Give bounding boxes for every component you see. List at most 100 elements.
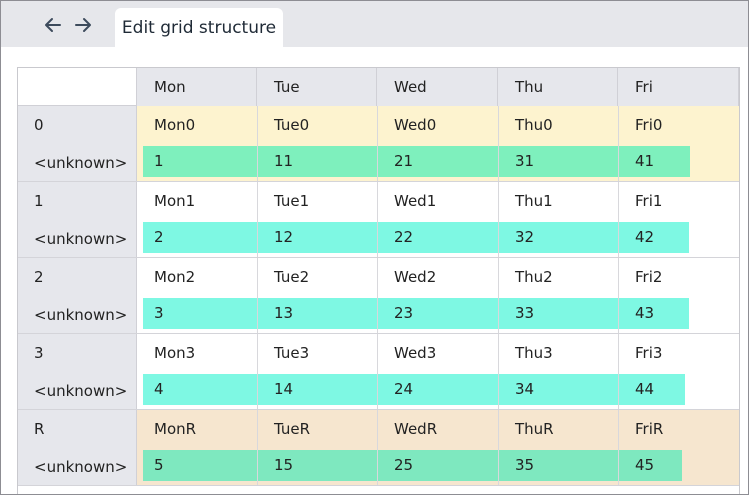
row-label: 2 (34, 268, 44, 286)
grid-cell[interactable]: Wed2 (394, 268, 437, 286)
row-type-label: <unknown> (34, 458, 128, 476)
value-cell[interactable]: 14 (274, 380, 294, 398)
editor-content: Mon Tue Wed Thu Fri 0 <unknown> Mon0 Tue0 Wed0 Thu… (1, 47, 748, 494)
grid-cell[interactable]: Wed3 (394, 344, 437, 362)
value-cell[interactable]: 4 (154, 380, 164, 398)
column-divider (618, 182, 619, 257)
grid-cell[interactable]: Fri2 (635, 268, 663, 286)
column-divider (377, 182, 378, 257)
table-row: R <unknown> MonR TueR WedR ThuR FriR 5 15 25 35 45 (18, 410, 739, 486)
column-divider (377, 106, 378, 181)
row-type-label: <unknown> (34, 154, 128, 172)
grid-table: Mon Tue Wed Thu Fri 0 <unknown> Mon0 Tue0 Wed0 Thu… (17, 67, 740, 494)
column-divider (618, 334, 619, 409)
grid-cell[interactable]: Mon3 (154, 344, 196, 362)
grid-cell[interactable]: ThuR (515, 420, 554, 438)
table-row: 2 <unknown> Mon2 Tue2 Wed2 Thu2 Fri2 3 13 23 33 43 (18, 258, 739, 334)
column-divider (257, 106, 258, 181)
column-header-fri[interactable]: Fri (618, 68, 739, 106)
value-cell[interactable]: 32 (515, 228, 535, 246)
column-divider (498, 410, 499, 485)
column-divider (377, 258, 378, 333)
column-divider (498, 182, 499, 257)
back-arrow-icon (45, 18, 61, 32)
back-button[interactable] (40, 12, 66, 38)
forward-button[interactable] (70, 12, 96, 38)
value-cell[interactable]: 31 (515, 152, 535, 170)
grid-cell[interactable]: Tue2 (274, 268, 310, 286)
value-cell[interactable]: 42 (635, 228, 655, 246)
column-divider (257, 258, 258, 333)
grid-cell[interactable]: WedR (394, 420, 438, 438)
grid-cell[interactable]: Wed1 (394, 192, 437, 210)
value-cell[interactable]: 12 (274, 228, 294, 246)
row-label: 1 (34, 192, 44, 210)
column-header-wed[interactable]: Wed (377, 68, 498, 106)
column-header-thu[interactable]: Thu (498, 68, 618, 106)
column-divider (618, 410, 619, 485)
table-row: 1 <unknown> Mon1 Tue1 Wed1 Thu1 Fri1 2 12 22 32 42 (18, 182, 739, 258)
row-header[interactable]: 0 <unknown> (18, 106, 137, 181)
value-cell[interactable]: 13 (274, 304, 294, 322)
grid-cell[interactable]: Mon0 (154, 116, 196, 134)
row-header[interactable]: R <unknown> (18, 410, 137, 485)
column-divider (377, 410, 378, 485)
value-cell[interactable]: 41 (635, 152, 655, 170)
value-cell[interactable]: 11 (274, 152, 294, 170)
grid-cell[interactable]: Tue1 (274, 192, 310, 210)
grid-cell[interactable]: Tue0 (274, 116, 310, 134)
column-divider (257, 334, 258, 409)
grid-cell[interactable]: TueR (274, 420, 311, 438)
value-cell[interactable]: 21 (394, 152, 414, 170)
row-body: MonR TueR WedR ThuR FriR 5 15 25 35 45 (137, 410, 739, 485)
grid-cell[interactable]: Thu0 (515, 116, 553, 134)
grid-cell[interactable]: Wed0 (394, 116, 437, 134)
grid-cell[interactable]: Mon2 (154, 268, 196, 286)
value-cell[interactable]: 43 (635, 304, 655, 322)
grid-cell[interactable]: Fri3 (635, 344, 663, 362)
grid-cell[interactable]: Thu2 (515, 268, 553, 286)
grid-cell[interactable]: Tue3 (274, 344, 310, 362)
value-cell[interactable]: 24 (394, 380, 414, 398)
row-body: Mon1 Tue1 Wed1 Thu1 Fri1 2 12 22 32 42 (137, 182, 739, 257)
grid-cell[interactable]: FriR (635, 420, 664, 438)
value-cell[interactable]: 34 (515, 380, 535, 398)
column-divider (498, 258, 499, 333)
value-cell[interactable]: 35 (515, 456, 535, 474)
value-cell[interactable]: 44 (635, 380, 655, 398)
value-cell[interactable]: 45 (635, 456, 655, 474)
row-body: Mon2 Tue2 Wed2 Thu2 Fri2 3 13 23 33 43 (137, 258, 739, 333)
grid-cell[interactable]: Mon1 (154, 192, 196, 210)
value-bar (143, 450, 682, 481)
grid-cell[interactable]: Fri1 (635, 192, 663, 210)
column-divider (618, 106, 619, 181)
column-header-mon[interactable]: Mon (137, 68, 257, 106)
value-cell[interactable]: 25 (394, 456, 414, 474)
row-header[interactable]: 2 <unknown> (18, 258, 137, 333)
row-type-label: <unknown> (34, 306, 128, 324)
grid-cell[interactable]: Thu1 (515, 192, 553, 210)
value-cell[interactable]: 1 (154, 152, 164, 170)
value-cell[interactable]: 5 (154, 456, 164, 474)
column-divider (498, 106, 499, 181)
row-header[interactable]: 3 <unknown> (18, 334, 137, 409)
value-cell[interactable]: 33 (515, 304, 535, 322)
grid-cell[interactable]: Thu3 (515, 344, 553, 362)
value-cell[interactable]: 23 (394, 304, 414, 322)
grid-cell[interactable]: MonR (154, 420, 197, 438)
column-divider (257, 182, 258, 257)
table-row: 3 <unknown> Mon3 Tue3 Wed3 Thu3 Fri3 4 14 24 34 44 (18, 334, 739, 410)
value-cell[interactable]: 2 (154, 228, 164, 246)
column-header-tue[interactable]: Tue (257, 68, 377, 106)
value-cell[interactable]: 3 (154, 304, 164, 322)
grid-cell[interactable]: Fri0 (635, 116, 663, 134)
value-cell[interactable]: 22 (394, 228, 414, 246)
row-label: 0 (34, 116, 44, 134)
table-row: 0 <unknown> Mon0 Tue0 Wed0 Thu0 Fri0 1 11 21 31 41 (18, 106, 739, 182)
tab-edit-grid-structure[interactable]: Edit grid structure (115, 8, 283, 47)
row-header[interactable]: 1 <unknown> (18, 182, 137, 257)
value-cell[interactable]: 15 (274, 456, 294, 474)
value-bar (143, 298, 689, 329)
title-bar: Edit grid structure (1, 1, 748, 47)
